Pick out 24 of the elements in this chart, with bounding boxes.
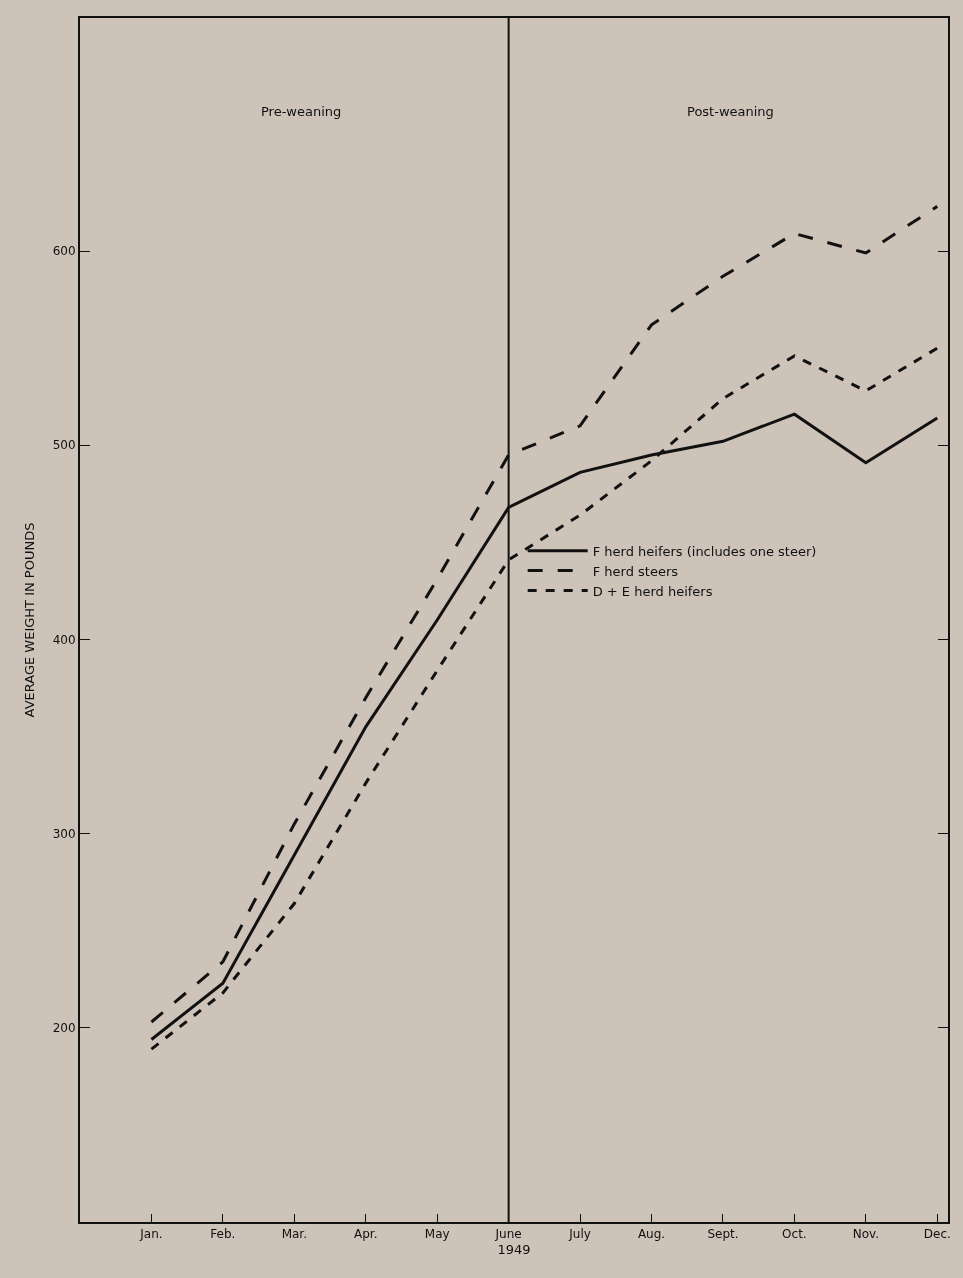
x-tick-label: May bbox=[424, 1227, 450, 1242]
y-tick-label: 500 bbox=[52, 438, 76, 453]
y-tick-label: 400 bbox=[52, 632, 76, 647]
y-tick-label: 600 bbox=[52, 244, 76, 259]
x-tick-label: Oct. bbox=[782, 1227, 807, 1242]
y-tick-label: 300 bbox=[52, 826, 76, 841]
x-tick-label: Aug. bbox=[637, 1227, 666, 1242]
legend-label: F herd steers bbox=[592, 563, 679, 579]
x-tick-label: Feb. bbox=[210, 1227, 236, 1242]
x-tick-label: Sept. bbox=[707, 1227, 739, 1242]
x-tick-label: Apr. bbox=[354, 1227, 378, 1242]
x-tick-label: July bbox=[568, 1227, 591, 1242]
annotation: Post-weaning bbox=[687, 104, 774, 119]
x-tick-label: Dec. bbox=[923, 1227, 951, 1242]
y-axis-title: AVERAGE WEIGHT IN POUNDS bbox=[22, 522, 38, 718]
x-tick-label: Nov. bbox=[852, 1227, 879, 1242]
legend-label: D + E herd heifers bbox=[592, 583, 713, 599]
x-axis-title: 1949 bbox=[497, 1241, 531, 1257]
y-tick-label: 200 bbox=[52, 1021, 76, 1036]
annotation: Pre-weaning bbox=[261, 104, 342, 119]
x-tick-label: June bbox=[494, 1227, 522, 1242]
legend-label: F herd heifers (includes one steer) bbox=[592, 543, 817, 559]
x-tick-label: Jan. bbox=[139, 1227, 163, 1242]
x-tick-label: Mar. bbox=[281, 1227, 307, 1242]
